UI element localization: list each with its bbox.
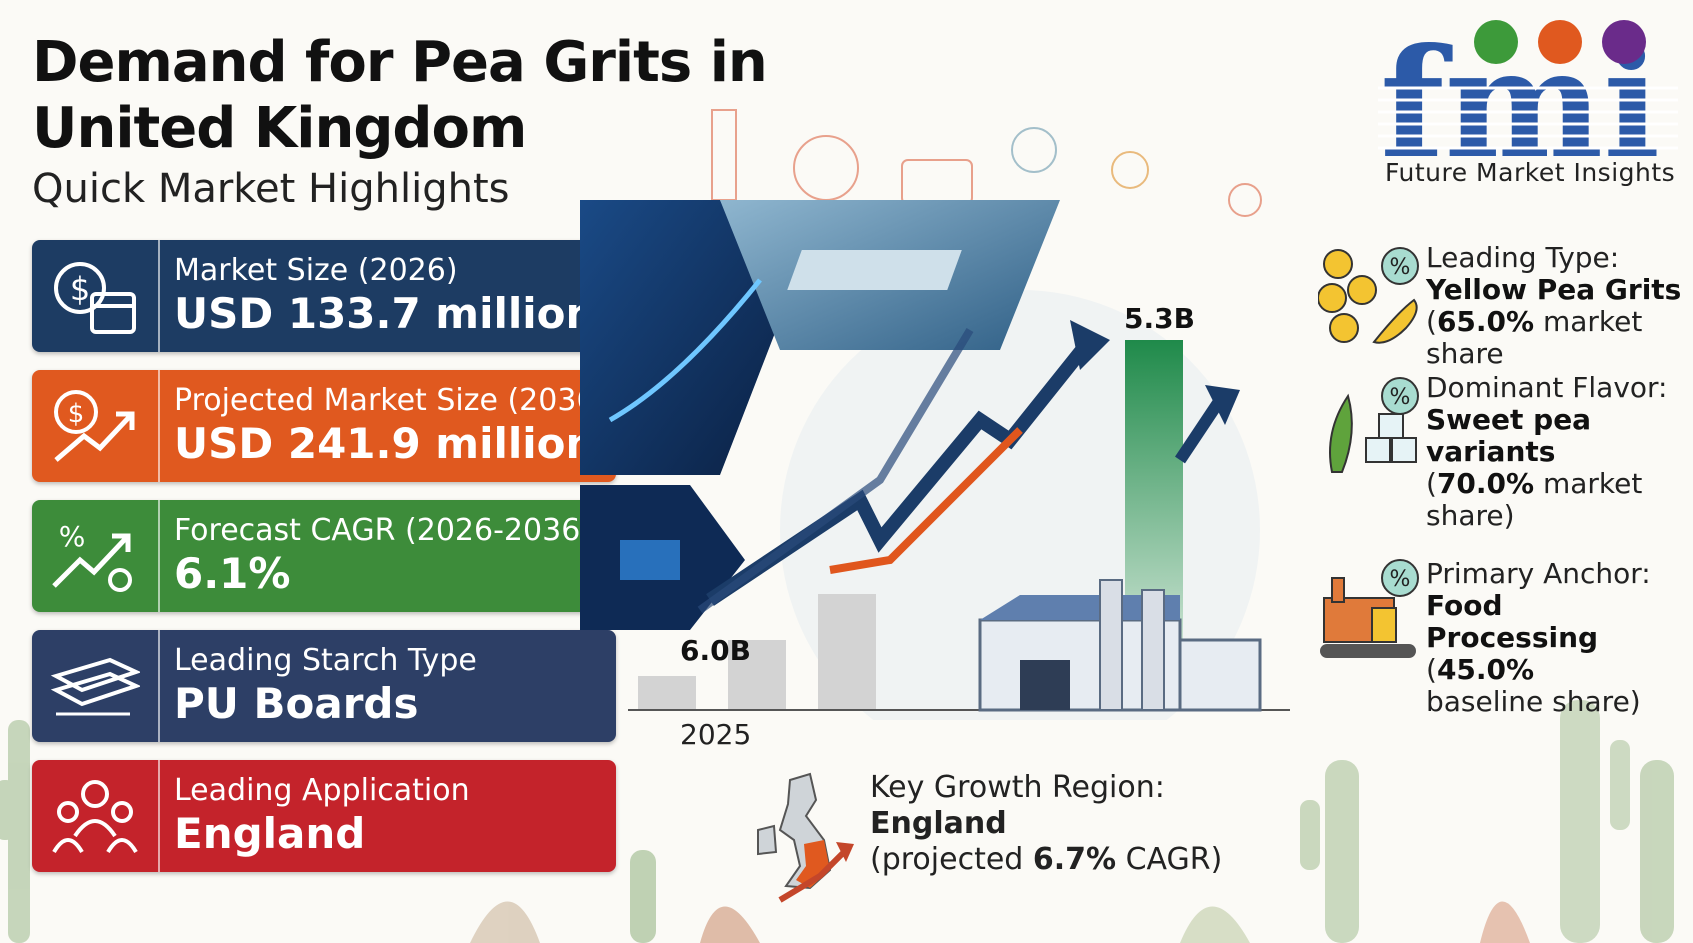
highlight-share: (45.0% baseline share) bbox=[1426, 653, 1641, 718]
page-title-line1: Demand for Pea Grits in bbox=[32, 30, 768, 95]
highlight-dominant-flavor: % Dominant Flavor: Sweet pea variants (7… bbox=[1318, 372, 1688, 532]
card-label: Projected Market Size (2036) bbox=[174, 383, 608, 418]
card-value: USD 133.7 million bbox=[174, 289, 596, 338]
logo-company-name: Future Market Insights bbox=[1385, 158, 1676, 187]
bar-2 bbox=[728, 640, 786, 710]
dollar-calendar-icon: $ bbox=[32, 240, 160, 352]
highlight-label: Dominant Flavor: bbox=[1426, 371, 1668, 404]
highlight-share: (70.0% market share) bbox=[1426, 467, 1643, 532]
highlight-primary-anchor: % Primary Anchor: Food Processing (45.0%… bbox=[1318, 558, 1688, 718]
highlight-label: Primary Anchor: bbox=[1426, 557, 1651, 590]
svg-text:%: % bbox=[1390, 385, 1411, 410]
page-title-line2: United Kingdom bbox=[32, 96, 527, 161]
region-detail: (projected 6.7% CAGR) bbox=[870, 842, 1223, 877]
key-growth-region: Key Growth Region: England (projected 6.… bbox=[750, 770, 1222, 910]
card-label: Leading Starch Type bbox=[174, 643, 477, 678]
highlight-label: Leading Type: bbox=[1426, 241, 1620, 274]
percent-gear-icon: % bbox=[32, 500, 160, 612]
highlight-value: Sweet pea variants bbox=[1426, 403, 1592, 468]
bar-3 bbox=[818, 594, 876, 710]
globe-asia-icon bbox=[1602, 20, 1646, 64]
card-forecast-cagr: % Forecast CAGR (2026-2036) 6.1% bbox=[32, 500, 616, 612]
axis-year-label: 2025 bbox=[680, 718, 752, 751]
globe-americas-icon bbox=[1474, 20, 1518, 64]
svg-text:%: % bbox=[59, 520, 86, 553]
svg-text:%: % bbox=[1390, 567, 1411, 592]
card-starch-type: Leading Starch Type PU Boards bbox=[32, 630, 616, 742]
title-block: Demand for Pea Grits in United Kingdom Q… bbox=[32, 30, 768, 212]
card-application: Leading Application England bbox=[32, 760, 616, 872]
page-subtitle: Quick Market Highlights bbox=[32, 166, 510, 212]
bar-value-label-top: 5.3B bbox=[1124, 302, 1195, 335]
region-label: Key Growth Region: bbox=[870, 770, 1165, 805]
card-value: USD 241.9 million bbox=[174, 419, 596, 468]
uk-map-icon bbox=[757, 772, 854, 903]
people-icon bbox=[32, 760, 160, 872]
region-value: England bbox=[870, 806, 1007, 841]
card-value: 6.1% bbox=[174, 549, 291, 598]
highlight-leading-type: % Leading Type: Yellow Pea Grits (65.0% … bbox=[1318, 242, 1688, 370]
highlight-share: (65.0% market share bbox=[1426, 305, 1643, 370]
card-value: England bbox=[174, 809, 366, 858]
highlight-value: Food Processing bbox=[1426, 589, 1599, 654]
card-label: Market Size (2026) bbox=[174, 253, 458, 288]
card-value: PU Boards bbox=[174, 679, 419, 728]
metric-cards: $ Market Size (2026) USD 133.7 million $… bbox=[32, 240, 616, 890]
svg-text:$: $ bbox=[70, 270, 90, 308]
card-label: Forecast CAGR (2026-2036) bbox=[174, 513, 592, 548]
boards-icon bbox=[32, 630, 160, 742]
factory-icon: % bbox=[1320, 559, 1419, 658]
card-projected-size: $ Projected Market Size (2036) USD 241.9… bbox=[32, 370, 616, 482]
bar-1 bbox=[638, 676, 696, 710]
fmi-logo: fmi bbox=[1378, 18, 1678, 192]
highlight-value: Yellow Pea Grits bbox=[1426, 273, 1682, 306]
card-market-size: $ Market Size (2026) USD 133.7 million bbox=[32, 240, 616, 352]
pea-pod-cubes-icon: % bbox=[1329, 377, 1419, 473]
svg-text:$: $ bbox=[68, 399, 85, 429]
bar-value-label-left: 6.0B bbox=[680, 634, 751, 667]
peas-icon: % bbox=[1318, 247, 1419, 344]
hero-illustration bbox=[580, 200, 1290, 720]
dollar-growth-icon: $ bbox=[32, 370, 160, 482]
globe-europe-icon bbox=[1538, 20, 1582, 64]
svg-text:%: % bbox=[1390, 255, 1411, 280]
card-label: Leading Application bbox=[174, 773, 470, 808]
